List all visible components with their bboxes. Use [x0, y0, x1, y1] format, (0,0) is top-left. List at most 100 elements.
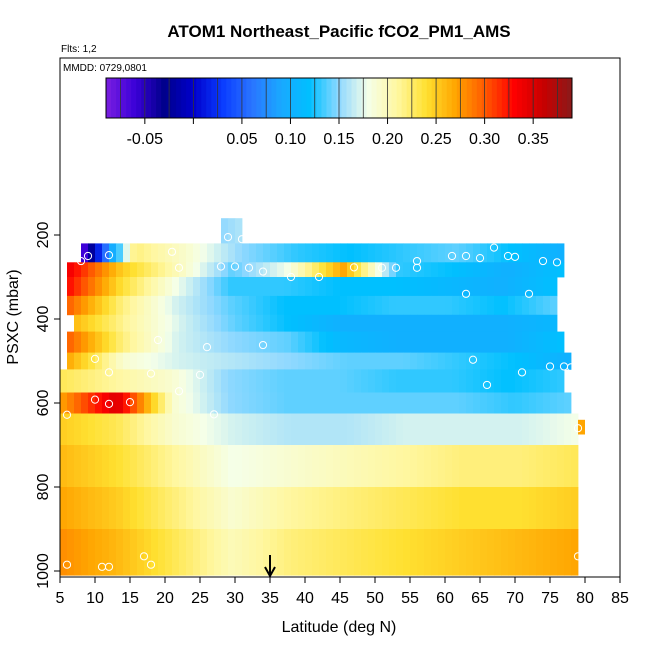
heatmap-cell — [326, 331, 334, 353]
colorbar-segment — [161, 78, 167, 118]
heatmap-cell — [67, 352, 75, 370]
heatmap-cell — [452, 487, 460, 530]
heatmap-cell — [333, 314, 341, 332]
heatmap-cell — [235, 262, 243, 278]
heatmap-cell — [466, 369, 474, 393]
heatmap-cell — [333, 262, 341, 278]
heatmap-cell — [424, 392, 432, 414]
heatmap-cell — [438, 392, 446, 414]
heatmap-cell — [102, 413, 110, 446]
heatmap-cell — [459, 262, 467, 278]
colorbar-segment — [341, 78, 347, 118]
observation-point — [223, 233, 233, 242]
heatmap-cell — [473, 277, 481, 297]
heatmap-cell — [396, 243, 404, 263]
heatmap-cell — [88, 295, 96, 316]
heatmap-cell — [431, 352, 439, 370]
heatmap-cell — [235, 243, 243, 263]
heatmap-cell — [291, 277, 299, 297]
heatmap-cell — [130, 277, 138, 297]
heatmap-cell — [305, 262, 313, 278]
heatmap-cell — [326, 314, 334, 332]
heatmap-cell — [312, 369, 320, 393]
heatmap-cell — [361, 445, 369, 488]
heatmap-cell — [109, 331, 117, 353]
heatmap-cell — [403, 392, 411, 414]
heatmap-cell — [431, 529, 439, 576]
heatmap-cell — [165, 445, 173, 488]
observation-point — [314, 272, 324, 282]
heatmap-cell — [368, 277, 376, 297]
heatmap-cell — [60, 487, 68, 530]
heatmap-cell — [186, 262, 194, 278]
heatmap-cell — [277, 314, 285, 332]
heatmap-cell — [550, 277, 558, 297]
y-tick-label: 400 — [35, 306, 52, 333]
heatmap-cell — [494, 243, 502, 263]
heatmap-cell — [305, 277, 313, 297]
heatmap-cell — [410, 413, 418, 446]
observation-point — [216, 262, 226, 271]
heatmap-cell — [81, 243, 89, 263]
heatmap-cell — [410, 392, 418, 414]
heatmap-cell — [179, 529, 187, 576]
heatmap-cell — [228, 445, 236, 488]
heatmap-cell — [508, 392, 516, 414]
observation-point — [104, 399, 114, 408]
observation-point — [258, 267, 268, 276]
heatmap-cell — [158, 445, 166, 488]
heatmap-cell — [361, 262, 369, 278]
heatmap-cell — [557, 262, 565, 278]
heatmap-cell — [130, 295, 138, 316]
heatmap-cell — [522, 369, 530, 393]
heatmap-cell — [137, 369, 145, 393]
heatmap-cell — [312, 243, 320, 263]
heatmap-cell — [494, 314, 502, 332]
heatmap-cell — [487, 369, 495, 393]
heatmap-cell — [466, 277, 474, 297]
heatmap-cell — [123, 314, 131, 332]
x-tick-label: 70 — [506, 590, 524, 607]
heatmap-cell — [445, 352, 453, 370]
colorbar-segment — [496, 78, 503, 118]
heatmap-cell — [123, 295, 131, 316]
heatmap-cell — [410, 352, 418, 370]
observation-point — [573, 552, 583, 561]
heatmap-cell — [368, 487, 376, 530]
observation-point — [538, 256, 548, 266]
heatmap-cell — [207, 352, 215, 370]
heatmap-cell — [361, 529, 369, 576]
heatmap-cell — [515, 487, 523, 530]
heatmap-cell — [347, 529, 355, 576]
heatmap-cell — [277, 529, 285, 576]
heatmap-cell — [186, 369, 194, 393]
heatmap-cell — [144, 277, 152, 297]
heatmap-cell — [242, 295, 250, 316]
heatmap-cell — [529, 445, 537, 488]
heatmap-cell — [214, 529, 222, 576]
heatmap-cell — [529, 369, 537, 393]
heatmap-cell — [473, 295, 481, 316]
heatmap-cell — [340, 243, 348, 263]
heatmap-cell — [417, 331, 425, 353]
heatmap-cell — [424, 352, 432, 370]
heatmap-cell — [179, 277, 187, 297]
heatmap-cell — [242, 445, 250, 488]
heatmap-cell — [249, 262, 257, 278]
heatmap-cell — [564, 529, 572, 576]
colorbar-segment — [436, 78, 443, 118]
heatmap-cell — [326, 487, 334, 530]
heatmap-cell — [389, 392, 397, 414]
heatmap-cell — [508, 243, 516, 263]
colorbar: -0.05 0.05 0.10 0.15 0.20 0.25 0.30 0.35 — [105, 77, 573, 148]
heatmap-cell — [95, 277, 103, 297]
heatmap-cell — [466, 295, 474, 316]
heatmap-cell — [74, 487, 82, 530]
heatmap-cells — [60, 218, 585, 576]
colorbar-segment — [316, 78, 322, 118]
heatmap-cell — [501, 295, 509, 316]
colorbar-segment — [521, 78, 528, 118]
heatmap-cell — [291, 243, 299, 263]
heatmap-cell — [550, 445, 558, 488]
heatmap-cell — [382, 262, 390, 278]
